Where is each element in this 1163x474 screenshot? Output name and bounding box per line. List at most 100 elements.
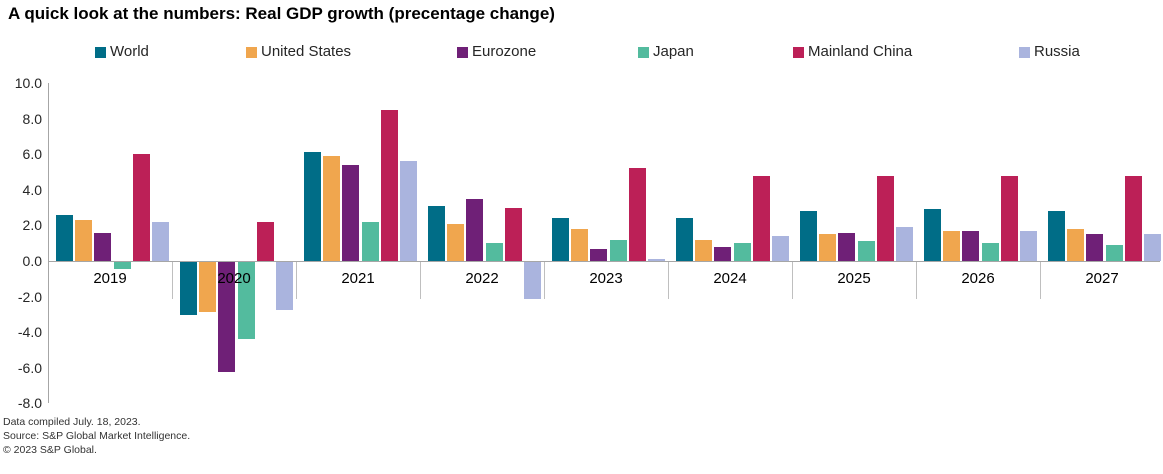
bar-united-states-2022 [447,223,465,261]
x-axis-label-2024: 2024 [713,270,747,287]
category-separator [172,261,173,299]
footer-source: Source: S&P Global Market Intelligence. [3,430,191,442]
y-tick-label: 4.0 [22,181,42,198]
bar-japan-2019 [113,262,131,270]
legend-swatch-icon [246,46,257,58]
category-separator [916,261,917,299]
bar-mainland-china-2021 [380,109,398,261]
bar-russia-2026 [1020,230,1037,261]
bar-world-2024 [676,218,693,261]
bar-japan-2022 [485,243,503,261]
bar-mainland-china-2026 [1000,175,1018,261]
bar-eurozone-2022 [466,198,484,261]
legend-label: Eurozone [472,43,537,60]
legend-item-mainland-china: Mainland China [793,44,912,60]
y-tick-label: 8.0 [22,110,42,127]
legend-item-world: World [95,44,149,60]
bar-mainland-china-2025 [876,175,894,261]
bar-united-states-2020 [199,262,217,312]
x-axis-label-2027: 2027 [1085,270,1119,287]
bar-united-states-2023 [571,228,589,261]
bar-united-states-2027 [1067,228,1085,261]
bar-mainland-china-2020 [256,221,274,261]
bar-world-2027 [1048,211,1065,261]
category-separator [668,261,669,299]
bar-japan-2025 [857,241,875,261]
bar-russia-2020 [276,262,293,311]
bar-japan-2020 [237,262,255,339]
bar-eurozone-2024 [714,246,732,261]
legend-label: Japan [653,43,694,60]
chart-title: A quick look at the numbers: Real GDP gr… [8,4,555,23]
bar-eurozone-2020 [218,262,236,373]
bar-japan-2021 [361,221,379,261]
category-separator [296,261,297,299]
y-tick-label: 10.0 [14,75,42,91]
bar-japan-2027 [1105,244,1123,261]
bar-world-2020 [180,262,197,316]
legend-item-eurozone: Eurozone [457,44,536,60]
bar-world-2026 [924,209,941,261]
y-tick-label: 0.0 [22,253,42,269]
bar-russia-2025 [896,227,913,261]
category-separator [1040,261,1041,299]
zero-line [48,261,1160,262]
x-axis-label-2026: 2026 [961,270,995,287]
bar-world-2022 [428,205,445,261]
y-tick-label: -6.0 [17,359,42,376]
bar-eurozone-2021 [342,164,360,261]
bar-eurozone-2026 [962,230,980,261]
bar-mainland-china-2022 [504,207,522,261]
y-tick-label: -2.0 [17,288,42,305]
category-separator [544,261,545,299]
category-separator [792,261,793,299]
y-axis-line [48,83,49,404]
y-tick-label: -8.0 [17,395,42,412]
bar-world-2021 [304,152,321,261]
bar-russia-2023 [648,259,665,261]
x-axis-label-2023: 2023 [589,270,623,287]
x-axis-label-2025: 2025 [837,270,871,287]
footer-copyright: © 2023 S&P Global. [3,444,97,456]
bar-eurozone-2027 [1086,234,1104,261]
legend-label: Mainland China [808,43,913,60]
bar-russia-2019 [152,221,169,261]
bar-united-states-2026 [943,230,961,261]
y-tick-label: 6.0 [22,146,42,163]
legend-item-japan: Japan [638,44,694,60]
legend-swatch-icon [457,46,468,58]
footer-data-compiled: Data compiled July. 18, 2023. [3,416,141,428]
bar-japan-2026 [981,243,999,261]
bar-eurozone-2023 [590,248,608,261]
x-axis-label-2019: 2019 [93,270,127,287]
y-tick-label: 2.0 [22,217,42,234]
y-tick-label: -4.0 [17,324,42,341]
bar-russia-2024 [772,236,789,261]
legend-item-russia: Russia [1019,44,1080,60]
category-separator [420,261,421,299]
bar-world-2019 [56,214,73,261]
bar-mainland-china-2023 [628,168,646,261]
legend-label: United States [261,43,352,60]
bar-russia-2021 [400,161,417,261]
legend-swatch-icon [793,46,804,58]
bar-mainland-china-2024 [752,175,770,261]
bar-eurozone-2025 [838,232,856,261]
bar-japan-2024 [733,243,751,261]
bar-united-states-2024 [695,239,713,261]
legend-swatch-icon [1019,46,1030,58]
legend-label: Russia [1034,43,1080,60]
bar-world-2023 [552,218,569,261]
bar-mainland-china-2019 [132,154,150,261]
bar-united-states-2019 [75,220,93,261]
bar-eurozone-2019 [94,232,112,261]
legend-item-united-states: United States [246,44,351,60]
bar-russia-2022 [524,262,541,300]
bar-mainland-china-2027 [1124,175,1142,261]
bar-united-states-2025 [819,234,837,261]
bar-russia-2027 [1144,234,1161,261]
legend-swatch-icon [95,46,106,58]
x-axis-label-2022: 2022 [465,270,499,287]
x-axis-label-2020: 2020 [217,270,251,287]
